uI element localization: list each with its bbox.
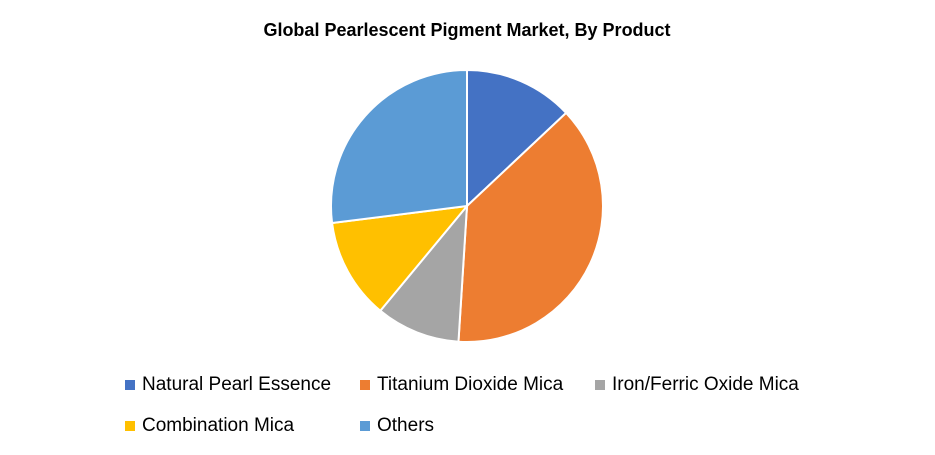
pie-slice [378, 202, 469, 343]
legend-label: Others [377, 415, 434, 436]
legend-label: Combination Mica [142, 415, 294, 436]
legend-swatch [360, 380, 370, 390]
legend-swatch [360, 421, 370, 431]
pie-slice [457, 111, 604, 343]
legend-swatch [595, 380, 605, 390]
chart-title: Global Pearlescent Pigment Market, By Pr… [263, 20, 670, 40]
pie-slice [466, 68, 568, 209]
legend-swatch [125, 380, 135, 390]
pie-slice [330, 68, 468, 225]
legend-label: Titanium Dioxide Mica [377, 374, 564, 395]
legend-swatch [125, 421, 135, 431]
legend-label: Iron/Ferric Oxide Mica [612, 374, 799, 395]
legend-label: Natural Pearl Essence [142, 374, 331, 395]
pie-slice [330, 204, 470, 313]
